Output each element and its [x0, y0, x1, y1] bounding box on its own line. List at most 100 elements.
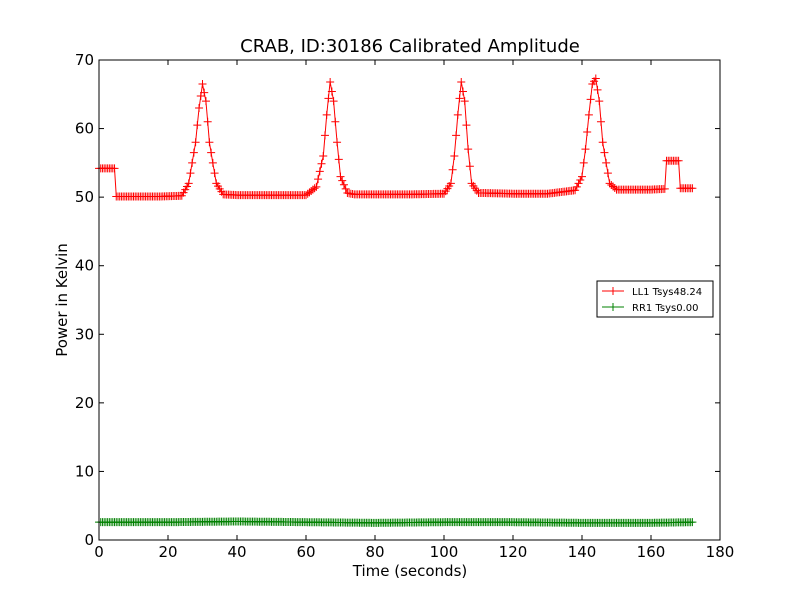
data-point-marker [191, 138, 200, 147]
data-point-marker [688, 518, 697, 527]
data-point-marker [310, 184, 319, 193]
data-point-marker [338, 176, 347, 185]
data-point-marker [574, 179, 583, 188]
data-point-marker [578, 172, 586, 181]
x-tick-label: 20 [158, 543, 177, 561]
y-axis: 0 10 20 30 40 50 60 70 [75, 51, 720, 549]
data-point-marker [208, 158, 217, 167]
data-point-marker [453, 110, 462, 119]
series-rr1 [95, 517, 697, 527]
data-point-marker [455, 94, 464, 103]
legend-box [596, 280, 714, 318]
x-tick-label: 40 [227, 543, 246, 561]
y-tick-label: 0 [84, 531, 94, 549]
data-point-marker [603, 169, 612, 178]
x-axis: 0 20 40 60 80 100 120 140 160 180 [94, 60, 734, 561]
data-point-marker [314, 175, 323, 184]
plot-series [95, 74, 697, 527]
data-point-marker [341, 184, 350, 193]
data-point-marker [572, 182, 581, 191]
y-tick-label: 20 [75, 394, 94, 412]
y-tick-label: 10 [75, 462, 94, 480]
data-point-marker [339, 180, 348, 189]
data-point-marker [334, 155, 343, 164]
data-point-marker [450, 152, 459, 160]
data-point-marker [198, 80, 207, 88]
data-point-marker [195, 104, 204, 112]
data-point-marker [446, 179, 455, 188]
data-point-marker [464, 145, 473, 154]
series-ll1 [95, 74, 697, 201]
x-tick-label: 100 [430, 543, 459, 561]
x-tick-label: 60 [296, 543, 315, 561]
x-tick-label: 140 [568, 543, 597, 561]
chart-title: CRAB, ID:30186 Calibrated Amplitude [240, 36, 580, 57]
data-point-marker [581, 145, 590, 154]
data-point-marker [596, 117, 605, 126]
data-point-marker [203, 117, 212, 126]
data-point-marker [579, 158, 588, 167]
legend: LL1 Tsys48.24 RR1 Tsys0.00 [596, 280, 714, 318]
y-axis-label: Power in Kelvin [53, 243, 71, 357]
x-tick-label: 160 [637, 543, 666, 561]
data-point-marker [452, 131, 461, 140]
legend-label: LL1 Tsys48.24 [632, 287, 702, 298]
x-tick-label: 120 [499, 543, 528, 561]
data-point-marker [460, 97, 469, 106]
data-point-marker [193, 121, 202, 130]
y-tick-label: 60 [75, 120, 94, 138]
data-point-marker [593, 85, 602, 94]
data-point-marker [201, 97, 210, 106]
data-point-marker [610, 184, 619, 193]
data-point-marker [184, 179, 193, 188]
data-point-marker [186, 169, 195, 178]
data-point-marker [458, 87, 467, 96]
data-point-marker [674, 156, 683, 165]
data-point-marker [320, 131, 329, 140]
data-point-marker [319, 152, 328, 160]
data-point-marker [595, 97, 604, 106]
legend-marker [609, 303, 617, 311]
data-point-marker [448, 165, 457, 174]
data-point-marker [326, 77, 335, 86]
legend-label: RR1 Tsys0.00 [632, 303, 699, 314]
legend-marker [609, 287, 617, 295]
x-tick-label: 180 [706, 543, 735, 561]
data-point-marker [457, 77, 466, 86]
data-point-marker [196, 92, 205, 100]
data-point-marker [571, 186, 580, 195]
data-point-marker [324, 94, 333, 103]
data-point-marker [312, 182, 321, 191]
y-tick-label: 50 [75, 188, 94, 206]
data-point-marker [591, 74, 600, 83]
data-point-marker [465, 162, 474, 171]
x-tick-label: 0 [94, 543, 104, 561]
data-point-marker [598, 138, 607, 147]
y-tick-label: 30 [75, 325, 94, 343]
x-axis-label: Time (seconds) [352, 562, 468, 580]
data-point-marker [210, 169, 219, 178]
data-point-marker [317, 159, 326, 168]
data-point-marker [327, 87, 336, 96]
data-point-marker [583, 128, 592, 136]
data-point-marker [188, 158, 197, 167]
data-point-marker [189, 148, 198, 157]
data-point-marker [602, 158, 611, 167]
data-point-marker [586, 95, 595, 104]
data-point-marker [200, 88, 209, 97]
data-point-marker [576, 176, 585, 184]
plot-frame [98, 59, 721, 541]
data-point-marker [207, 148, 216, 157]
data-point-marker [462, 121, 471, 130]
x-tick-label: 80 [365, 543, 384, 561]
data-point-marker [333, 138, 342, 147]
data-point-marker [329, 97, 338, 106]
data-point-marker [331, 117, 340, 126]
y-tick-label: 70 [75, 51, 94, 69]
data-point-marker [660, 184, 669, 193]
data-point-marker [584, 110, 593, 119]
y-tick-label: 40 [75, 257, 94, 275]
data-point-marker [315, 167, 324, 176]
data-point-marker [600, 148, 609, 157]
data-point-marker [688, 184, 697, 193]
